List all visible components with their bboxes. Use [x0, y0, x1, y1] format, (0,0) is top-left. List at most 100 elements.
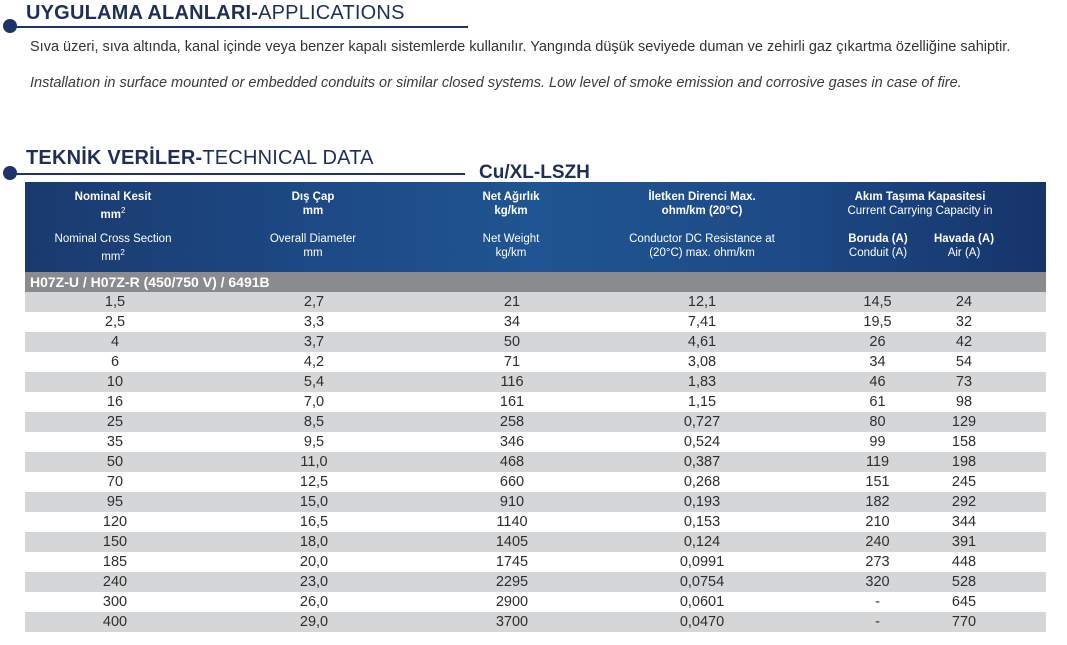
header-resistance-tr: İletken Direnci Max. ohm/km (20°C): [648, 191, 756, 217]
cell-resistance: 0,524: [683, 434, 721, 450]
cell-air-current: 98: [955, 394, 973, 410]
cell-cross-section: 95: [106, 494, 124, 510]
cell-diameter: 4,2: [303, 354, 325, 370]
header-weight-tr: Net Ağırlık kg/km: [482, 191, 540, 217]
cell-weight: 2295: [495, 574, 529, 590]
cell-cross-section: 400: [102, 614, 128, 630]
applications-title: UYGULAMA ALANLARI-APPLICATIONS: [26, 2, 405, 24]
cell-diameter: 12,5: [299, 474, 329, 490]
applications-text-tr: Sıva üzeri, sıva altında, kanal içinde v…: [30, 39, 1011, 55]
header-resistance-en: Conductor DC Resistance at (20°C) max. o…: [629, 233, 775, 259]
header-capacity: Akım Taşıma Kapasitesi Current Carrying …: [847, 191, 993, 217]
cable-group-row: H07Z-U / H07Z-R (450/750 V) / 6491B: [25, 272, 1046, 292]
cell-cross-section: 120: [102, 514, 128, 530]
cell-resistance: 0,268: [683, 474, 721, 490]
table-row: 400 29,0 3700 0,0470 - 770: [25, 612, 1046, 632]
table-row: 6 4,2 71 3,08 34 54: [25, 352, 1046, 372]
cell-cross-section: 35: [106, 434, 124, 450]
header-weight-en: Net Weight kg/km: [482, 233, 540, 259]
cell-air-current: 198: [951, 454, 977, 470]
cell-air-current: 54: [955, 354, 973, 370]
cell-conduit-current: 61: [869, 394, 886, 410]
cell-resistance: 0,387: [683, 454, 721, 470]
cell-resistance: 1,15: [687, 394, 717, 410]
applications-underline: [10, 26, 468, 28]
cell-weight: 660: [499, 474, 525, 490]
cell-resistance: 7,41: [687, 314, 717, 330]
cell-conduit-current: 19,5: [863, 314, 892, 330]
technical-title: TEKNİK VERİLER-TECHNICAL DATA: [26, 147, 374, 169]
cell-cross-section: 150: [102, 534, 128, 550]
cell-resistance: 0,124: [683, 534, 721, 550]
table-row: 150 18,0 1405 0,124 240 391: [25, 532, 1046, 552]
cell-diameter: 15,0: [299, 494, 329, 510]
table-row: 16 7,0 161 1,15 61 98: [25, 392, 1046, 412]
cell-weight: 34: [503, 314, 521, 330]
cell-weight: 468: [499, 454, 525, 470]
cell-diameter: 20,0: [299, 554, 329, 570]
table-row: 1,5 2,7 21 12,1 14,5 24: [25, 292, 1046, 312]
technical-underline: [10, 173, 465, 175]
table-row: 240 23,0 2295 0,0754 320 528: [25, 572, 1046, 592]
cell-conduit-current: -: [875, 594, 880, 610]
cell-resistance: 0,727: [683, 414, 721, 430]
cell-conduit-current: 151: [865, 474, 890, 490]
cell-diameter: 8,5: [303, 414, 325, 430]
cell-weight: 1745: [495, 554, 529, 570]
cell-diameter: 5,4: [303, 374, 325, 390]
cell-air-current: 645: [951, 594, 977, 610]
table-row: 50 11,0 468 0,387 119 198: [25, 452, 1046, 472]
cell-air-current: 73: [955, 374, 973, 390]
cell-air-current: 245: [951, 474, 977, 490]
cell-air-current: 344: [951, 514, 977, 530]
header-diameter-tr: Dış Çap mm: [291, 191, 335, 217]
cell-conduit-current: 14,5: [863, 294, 892, 310]
cell-conduit-current: -: [875, 614, 880, 630]
cell-weight: 1405: [495, 534, 529, 550]
cell-air-current: 448: [951, 554, 977, 570]
header-conduit: Boruda (A) Conduit (A): [848, 233, 908, 259]
cable-type-subtitle: Cu/XL-LSZH: [479, 162, 590, 183]
header-diameter-en: Overall Diameter mm: [269, 233, 357, 259]
cell-conduit-current: 320: [865, 574, 890, 590]
cell-resistance: 3,08: [687, 354, 717, 370]
cell-weight: 116: [500, 374, 524, 390]
header-cross-section-tr: Nominal Kesit mm2: [74, 191, 152, 221]
cell-cross-section: 6: [110, 354, 120, 370]
cell-resistance: 0,0601: [679, 594, 725, 610]
cell-cross-section: 240: [102, 574, 128, 590]
table-row: 70 12,5 660 0,268 151 245: [25, 472, 1046, 492]
cell-weight: 346: [499, 434, 525, 450]
cell-diameter: 16,5: [299, 514, 329, 530]
cell-diameter: 9,5: [303, 434, 325, 450]
cell-air-current: 528: [951, 574, 977, 590]
table-row: 185 20,0 1745 0,0991 273 448: [25, 552, 1046, 572]
table-row: 10 5,4 116 1,83 46 73: [25, 372, 1046, 392]
cell-cross-section: 300: [102, 594, 128, 610]
cell-weight: 1140: [496, 514, 528, 530]
cell-diameter: 26,0: [299, 594, 329, 610]
applications-text-en: Installatıon in surface mounted or embed…: [30, 75, 962, 91]
cell-resistance: 12,1: [687, 294, 717, 310]
cell-diameter: 7,0: [303, 394, 325, 410]
cell-cross-section: 2,5: [104, 314, 126, 330]
cell-conduit-current: 46: [869, 374, 886, 390]
cell-resistance: 0,0754: [679, 574, 725, 590]
table-row: 25 8,5 258 0,727 80 129: [25, 412, 1046, 432]
cell-cross-section: 25: [106, 414, 124, 430]
cell-weight: 71: [503, 354, 521, 370]
cell-air-current: 129: [951, 414, 977, 430]
cell-conduit-current: 210: [865, 514, 890, 530]
cell-conduit-current: 240: [865, 534, 890, 550]
table-body: 1,5 2,7 21 12,1 14,5 24 2,5 3,3 34 7,41 19,5 32 4 3,7…: [25, 292, 1046, 632]
cell-weight: 3700: [495, 614, 529, 630]
cell-resistance: 0,193: [683, 494, 721, 510]
cell-cross-section: 10: [106, 374, 124, 390]
cell-weight: 910: [499, 494, 525, 510]
cell-resistance: 0,153: [683, 514, 721, 530]
cell-resistance: 4,61: [687, 334, 717, 350]
table-row: 2,5 3,3 34 7,41 19,5 32: [25, 312, 1046, 332]
cell-cross-section: 50: [106, 454, 124, 470]
table-row: 120 16,5 1140 0,153 210 344: [25, 512, 1046, 532]
table-row: 35 9,5 346 0,524 99 158: [25, 432, 1046, 452]
